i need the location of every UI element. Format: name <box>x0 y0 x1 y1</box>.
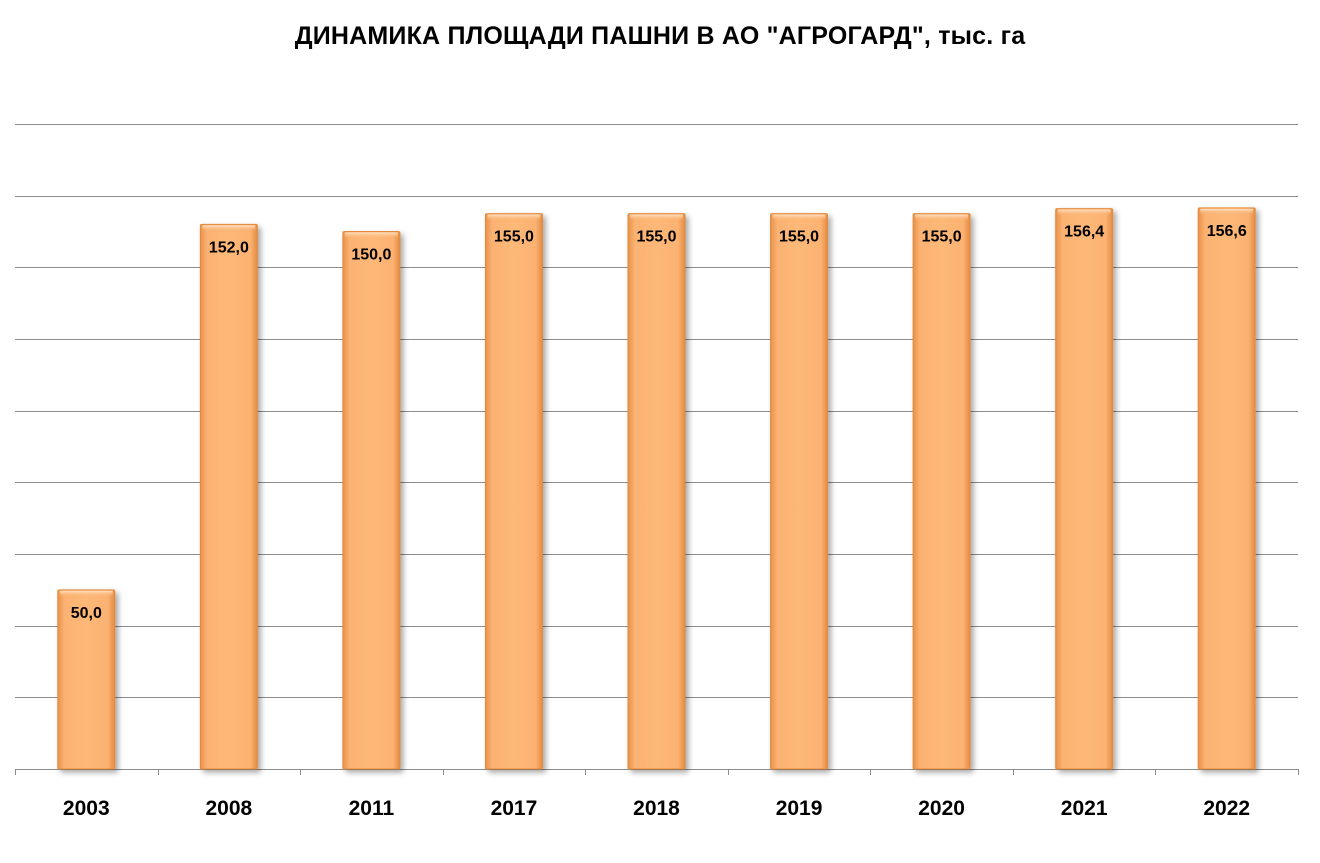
category-label: 2020 <box>918 797 965 820</box>
bar-highlight <box>1057 209 1111 216</box>
bar <box>484 213 543 770</box>
value-label: 155,0 <box>922 229 962 246</box>
category-label: 2018 <box>633 797 680 820</box>
bar-highlight <box>59 590 113 597</box>
bar-highlight <box>1200 208 1254 215</box>
category-label: 2019 <box>776 797 823 820</box>
bar-2008 <box>199 223 258 770</box>
category-label: 2022 <box>1203 797 1250 820</box>
bar <box>627 213 686 770</box>
bar-2003 <box>57 589 116 770</box>
category-label: 2003 <box>63 797 110 820</box>
value-label: 155,0 <box>494 229 534 246</box>
bar <box>1197 207 1256 770</box>
bar <box>342 231 401 770</box>
bar-highlight <box>630 214 683 221</box>
bar <box>1055 208 1114 770</box>
bar-2018 <box>627 213 686 770</box>
x-axis <box>15 769 1299 775</box>
value-label: 156,4 <box>1064 224 1104 241</box>
bar <box>57 589 116 770</box>
value-label: 150,0 <box>351 247 391 264</box>
category-label: 2008 <box>205 797 252 820</box>
bar-2017 <box>484 213 543 770</box>
bar-2022 <box>1197 207 1256 770</box>
bar-2019 <box>770 213 829 770</box>
chart-title: ДИНАМИКА ПЛОЩАДИ ПАШНИ В АО "АГРОГАРД", … <box>294 22 1026 50</box>
category-label: 2011 <box>349 797 395 820</box>
category-label: 2017 <box>491 797 538 820</box>
bar-2011 <box>342 231 401 770</box>
bar <box>199 223 258 770</box>
category-label: 2021 <box>1061 797 1108 820</box>
bar <box>912 213 971 770</box>
bar-highlight <box>772 214 826 221</box>
bar-highlight <box>202 225 256 232</box>
bar-2021 <box>1055 208 1114 770</box>
bar-highlight <box>487 214 541 221</box>
value-label: 156,6 <box>1207 223 1247 240</box>
bar <box>770 213 829 770</box>
value-label: 152,0 <box>209 239 249 256</box>
bar-2020 <box>912 213 971 770</box>
value-label: 155,0 <box>779 229 819 246</box>
value-label: 50,0 <box>71 605 102 622</box>
bars <box>57 207 1256 770</box>
value-label: 155,0 <box>636 229 676 246</box>
bar-highlight <box>344 232 398 239</box>
labels: 50,0 2003 152,0 2008 150,0 2011 155,0 2017 155,0… <box>63 223 1250 820</box>
bar-highlight <box>915 214 969 221</box>
